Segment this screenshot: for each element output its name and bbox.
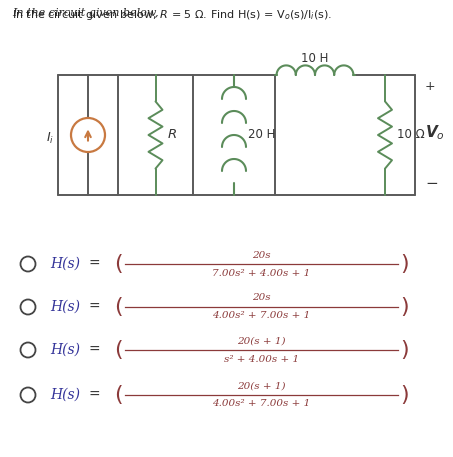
Text: 10 Ω: 10 Ω (397, 128, 425, 142)
Text: 10 H: 10 H (301, 52, 329, 64)
Text: In the circuit given below,: In the circuit given below, (12, 8, 162, 18)
Text: V$_o$: V$_o$ (425, 124, 445, 142)
Text: −: − (425, 175, 438, 191)
Text: I$_i$: I$_i$ (46, 130, 54, 145)
Text: 7.00s² + 4.00s + 1: 7.00s² + 4.00s + 1 (212, 269, 311, 277)
Text: H(s): H(s) (50, 300, 80, 314)
Text: +: + (425, 80, 436, 94)
Text: (: ( (114, 340, 122, 360)
Text: 20(s + 1): 20(s + 1) (237, 336, 286, 345)
Text: H(s): H(s) (50, 388, 80, 402)
Text: H(s): H(s) (50, 343, 80, 357)
Text: 4.00s² + 7.00s + 1: 4.00s² + 7.00s + 1 (212, 399, 311, 409)
Text: =: = (88, 388, 100, 402)
Text: 20s: 20s (252, 293, 271, 303)
Text: (: ( (114, 385, 122, 405)
Text: 20(s + 1): 20(s + 1) (237, 382, 286, 390)
Text: R: R (168, 128, 177, 142)
Text: 20 H: 20 H (248, 128, 275, 142)
Text: =: = (88, 300, 100, 314)
Text: 4.00s² + 7.00s + 1: 4.00s² + 7.00s + 1 (212, 312, 311, 320)
Text: 20s: 20s (252, 250, 271, 260)
Text: ): ) (401, 254, 410, 274)
Text: (: ( (114, 254, 122, 274)
Text: (: ( (114, 297, 122, 317)
Text: ): ) (401, 340, 410, 360)
Text: In the circuit given below, $R$ = 5 $\Omega$. Find H(s) = V$_o$(s)/I$_i$(s).: In the circuit given below, $R$ = 5 $\Om… (12, 8, 332, 22)
Text: H(s): H(s) (50, 257, 80, 271)
Text: =: = (88, 257, 100, 271)
Text: =: = (88, 343, 100, 357)
Text: ): ) (401, 297, 410, 317)
Text: s² + 4.00s + 1: s² + 4.00s + 1 (224, 355, 299, 363)
Text: ): ) (401, 385, 410, 405)
